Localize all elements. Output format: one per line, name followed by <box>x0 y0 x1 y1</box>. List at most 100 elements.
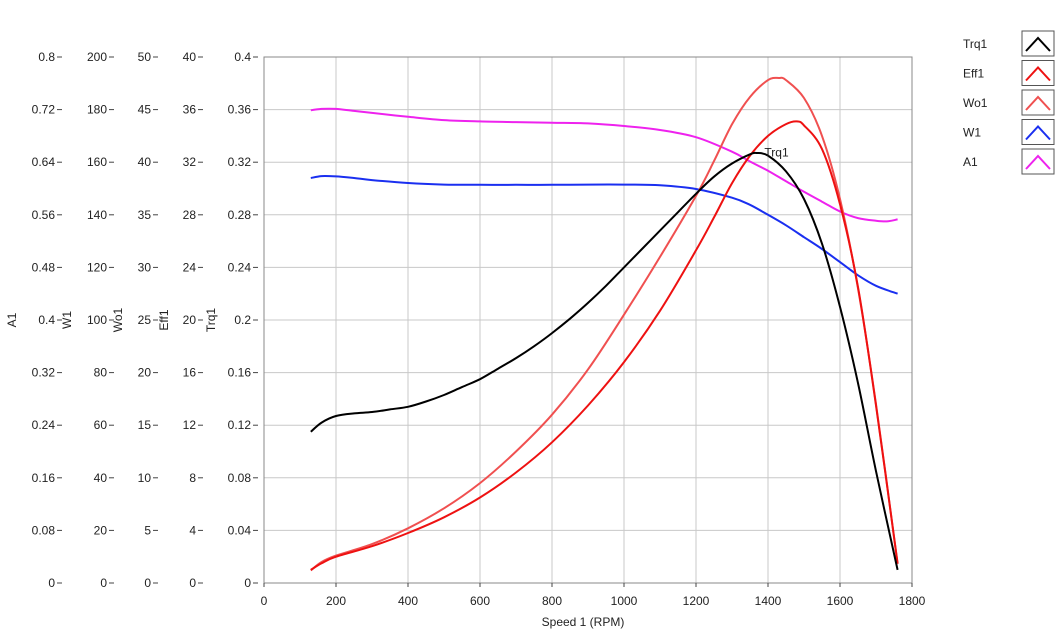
y-axis-eff1: 0 4 8 12 16 20 24 28 32 36 40 Eff1 <box>157 50 203 590</box>
y-tick-label: 0.4 <box>38 313 55 327</box>
y-tick-label: 0.2 <box>234 313 251 327</box>
legend-item-wo1: Wo1 <box>963 89 1055 116</box>
y-tick-label: 0.08 <box>32 523 56 537</box>
legend-label: W1 <box>963 126 981 140</box>
y-tick-label: 4 <box>189 523 196 537</box>
y-tick-label: 20 <box>183 313 197 327</box>
legend-swatch <box>1021 60 1055 86</box>
plot-border <box>263 56 913 584</box>
y-tick-label: 0.36 <box>228 103 252 117</box>
x-tick-label: 800 <box>542 594 562 608</box>
y-tick-label: 60 <box>94 418 108 432</box>
y-tick-label: 40 <box>138 155 152 169</box>
y-tick-label: 100 <box>87 313 107 327</box>
legend-label: Eff1 <box>963 67 984 81</box>
y-tick-label: 5 <box>144 523 151 537</box>
y-tick-label: 0.24 <box>32 418 56 432</box>
y-tick-label: 30 <box>138 260 152 274</box>
x-tick-label: 1000 <box>611 594 638 608</box>
series-line-eff1 <box>310 120 899 571</box>
y-tick-label: 20 <box>94 523 108 537</box>
legend-item-a1: A1 <box>963 148 1055 175</box>
y-tick-label: 0.4 <box>234 50 251 64</box>
y-tick-label: 0 <box>189 576 196 590</box>
y-tick-label: 0.32 <box>228 155 252 169</box>
x-tick-label: 0 <box>261 594 268 608</box>
y-tick-label: 28 <box>183 208 197 222</box>
series-line-a1 <box>310 107 898 223</box>
grid-lines <box>264 57 912 583</box>
y-tick-label: 160 <box>87 155 107 169</box>
y-tick-label: 0.16 <box>32 471 56 485</box>
y-axis-title-eff1: Eff1 <box>157 309 171 330</box>
legend-swatch <box>1021 89 1055 116</box>
y-tick-label: 50 <box>138 50 152 64</box>
y-tick-label: 36 <box>183 103 197 117</box>
y-tick-label: 0.56 <box>32 208 56 222</box>
y-axis-title-a1: A1 <box>5 312 19 327</box>
legend: Trq1 Eff1 Wo1 W1 A1 <box>963 30 1055 175</box>
y-tick-label: 0.04 <box>228 523 252 537</box>
y-tick-label: 0.8 <box>38 50 55 64</box>
y-tick-label: 0 <box>244 576 251 590</box>
x-tick-label: 1800 <box>899 594 926 608</box>
y-axis-trq1: 0 0.04 0.08 0.12 0.16 0.2 0.24 0.28 0.32 0.36 0.4 T… <box>204 50 258 590</box>
y-axis-title-trq1: Trq1 <box>204 308 218 333</box>
y-tick-label: 40 <box>94 471 108 485</box>
series-line-wo1 <box>310 76 899 572</box>
y-tick-label: 200 <box>87 50 107 64</box>
y-tick-label: 0.16 <box>228 366 252 380</box>
y-tick-label: 0.12 <box>228 418 252 432</box>
y-tick-label: 24 <box>183 260 197 274</box>
y-tick-label: 0.72 <box>32 103 56 117</box>
y-tick-label: 45 <box>138 103 152 117</box>
legend-item-trq1: Trq1 <box>963 30 1055 57</box>
y-tick-label: 40 <box>183 50 197 64</box>
y-tick-label: 0.08 <box>228 471 252 485</box>
trq1-annotation: Trq1 <box>764 145 789 159</box>
y-tick-label: 8 <box>189 471 196 485</box>
y-tick-label: 180 <box>87 103 107 117</box>
y-tick-label: 25 <box>138 313 152 327</box>
legend-label: Trq1 <box>963 37 988 51</box>
series-line-trq1 <box>310 151 899 571</box>
y-tick-label: 80 <box>94 366 108 380</box>
y-tick-label: 16 <box>183 366 197 380</box>
x-axis: 0 200 400 600 800 1000 1200 1400 1600 1800 <box>261 583 926 608</box>
y-axis-title-wo1: Wo1 <box>111 307 125 332</box>
y-tick-label: 20 <box>138 366 152 380</box>
legend-swatch <box>1021 119 1055 145</box>
legend-swatch-glyph <box>1025 95 1051 111</box>
y-tick-label: 0.48 <box>32 260 56 274</box>
legend-label: A1 <box>963 155 978 169</box>
x-tick-label: 200 <box>326 594 346 608</box>
legend-swatch-glyph <box>1025 36 1051 52</box>
legend-label: Wo1 <box>963 96 988 110</box>
y-tick-label: 0 <box>48 576 55 590</box>
series-lines <box>310 76 899 572</box>
x-axis-title: Speed 1 (RPM) <box>542 615 625 629</box>
y-tick-label: 0.64 <box>32 155 56 169</box>
y-tick-label: 0.24 <box>228 260 252 274</box>
legend-item-w1: W1 <box>963 119 1055 145</box>
legend-swatch-glyph <box>1025 66 1051 82</box>
legend-item-eff1: Eff1 <box>963 60 1055 86</box>
legend-swatch-glyph <box>1025 154 1051 170</box>
x-tick-label: 400 <box>398 594 418 608</box>
y-tick-label: 0.32 <box>32 366 56 380</box>
y-axis-wo1: 0 5 10 15 20 25 30 35 40 45 50 Wo1 <box>111 50 158 590</box>
x-tick-label: 1400 <box>755 594 782 608</box>
y-axis-w1: 0 20 40 60 80 100 120 140 160 180 200 W1 <box>60 50 114 590</box>
y-tick-label: 32 <box>183 155 197 169</box>
y-tick-label: 15 <box>138 418 152 432</box>
y-tick-label: 0 <box>144 576 151 590</box>
y-tick-label: 0.28 <box>228 208 252 222</box>
y-axes: 00.080.160.240.320.40.480.560.640.720.8A… <box>5 50 258 590</box>
y-tick-label: 0 <box>100 576 107 590</box>
y-axis-title-w1: W1 <box>60 311 74 329</box>
legend-swatch <box>1021 148 1055 175</box>
y-tick-label: 10 <box>138 471 152 485</box>
y-tick-label: 35 <box>138 208 152 222</box>
x-tick-label: 1200 <box>683 594 710 608</box>
